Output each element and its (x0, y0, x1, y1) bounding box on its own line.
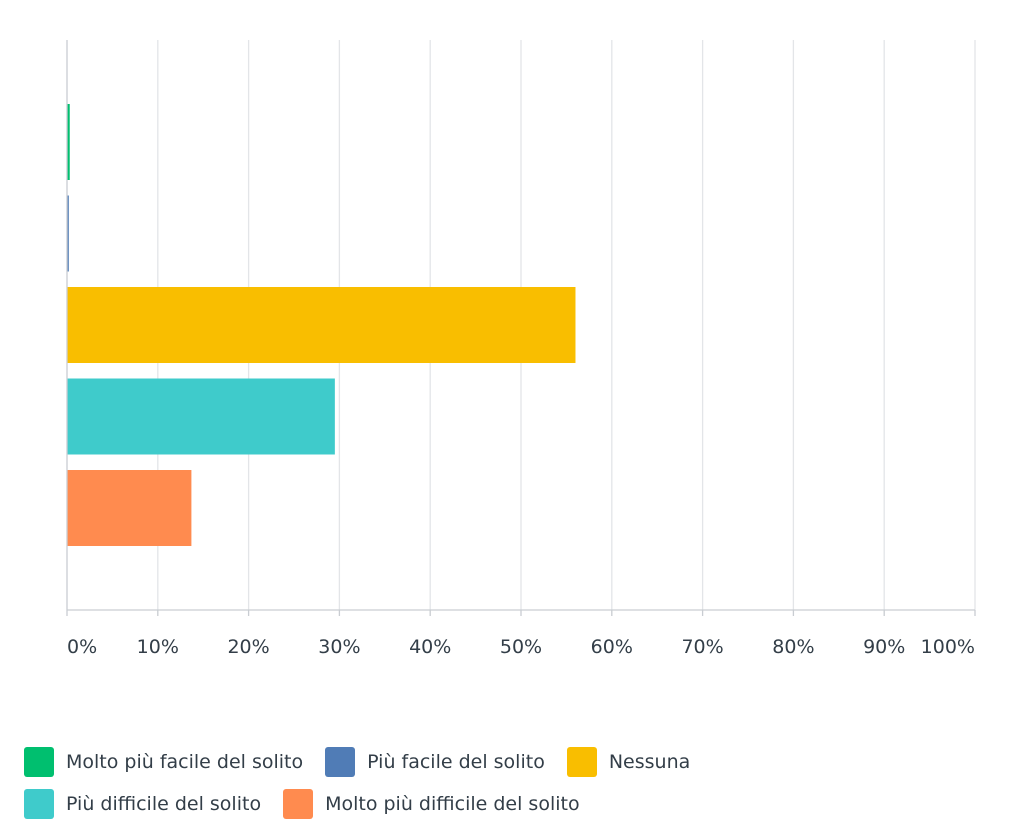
x-tick-label-8: 80% (772, 636, 814, 658)
x-tick-label-5: 50% (500, 636, 542, 658)
legend-label-nessuna: Nessuna (608, 751, 691, 773)
legend-item-piu-difficile: Più difficile del solito (24, 789, 261, 819)
x-tick-label-6: 60% (591, 636, 633, 658)
bar-molto-piu-difficile-del-solito (67, 470, 192, 546)
bar-piu-facile-del-solito (67, 195, 69, 272)
x-tick-label-0: 0% (67, 636, 97, 658)
legend-item-piu-facile: Più facile del solito (325, 747, 545, 777)
x-tick-label-10: 100% (921, 636, 975, 658)
legend-label-piu-facile: Più facile del solito (367, 751, 545, 773)
legend-label-molto-piu-facile: Molto più facile del solito (66, 751, 304, 773)
legend: Molto più facile del solito Più facile d… (24, 747, 1004, 832)
x-tick-label-4: 40% (409, 636, 451, 658)
x-tick-label-7: 70% (681, 636, 723, 658)
legend-row-2: Più difficile del solito Molto più diffi… (24, 789, 1004, 819)
legend-item-nessuna: Nessuna (566, 747, 691, 777)
bar-chart: 0% 10% 20% 30% 40% 50% 60% 70% 80% 90% 100% (66, 40, 976, 658)
legend-label-molto-piu-difficile: Molto più difficile del solito (325, 793, 580, 815)
legend-item-molto-piu-difficile: Molto più difficile del solito (283, 789, 580, 819)
legend-swatch-nessuna (566, 747, 597, 777)
legend-swatch-piu-facile (325, 747, 356, 777)
bars (67, 104, 576, 546)
legend-swatch-molto-piu-difficile (283, 789, 314, 819)
x-tick-labels: 0% 10% 20% 30% 40% 50% 60% 70% 80% 90% 100% (67, 636, 975, 658)
legend-swatch-molto-piu-facile (24, 747, 54, 777)
x-tick-label-2: 20% (227, 636, 269, 658)
legend-label-piu-difficile: Più difficile del solito (66, 793, 262, 815)
legend-row-1: Molto più facile del solito Più facile d… (24, 747, 1004, 777)
x-tick-label-3: 30% (318, 636, 360, 658)
legend-item-molto-piu-facile: Molto più facile del solito (24, 747, 303, 777)
x-tick-label-9: 90% (863, 636, 905, 658)
x-tick-label-1: 10% (137, 636, 179, 658)
bar-molto-piu-facile-del-solito (67, 104, 70, 180)
bar-nessuna (67, 287, 576, 363)
legend-swatch-piu-difficile (24, 789, 54, 819)
axes (66, 40, 976, 616)
bar-piu-difficile-del-solito (67, 378, 335, 455)
